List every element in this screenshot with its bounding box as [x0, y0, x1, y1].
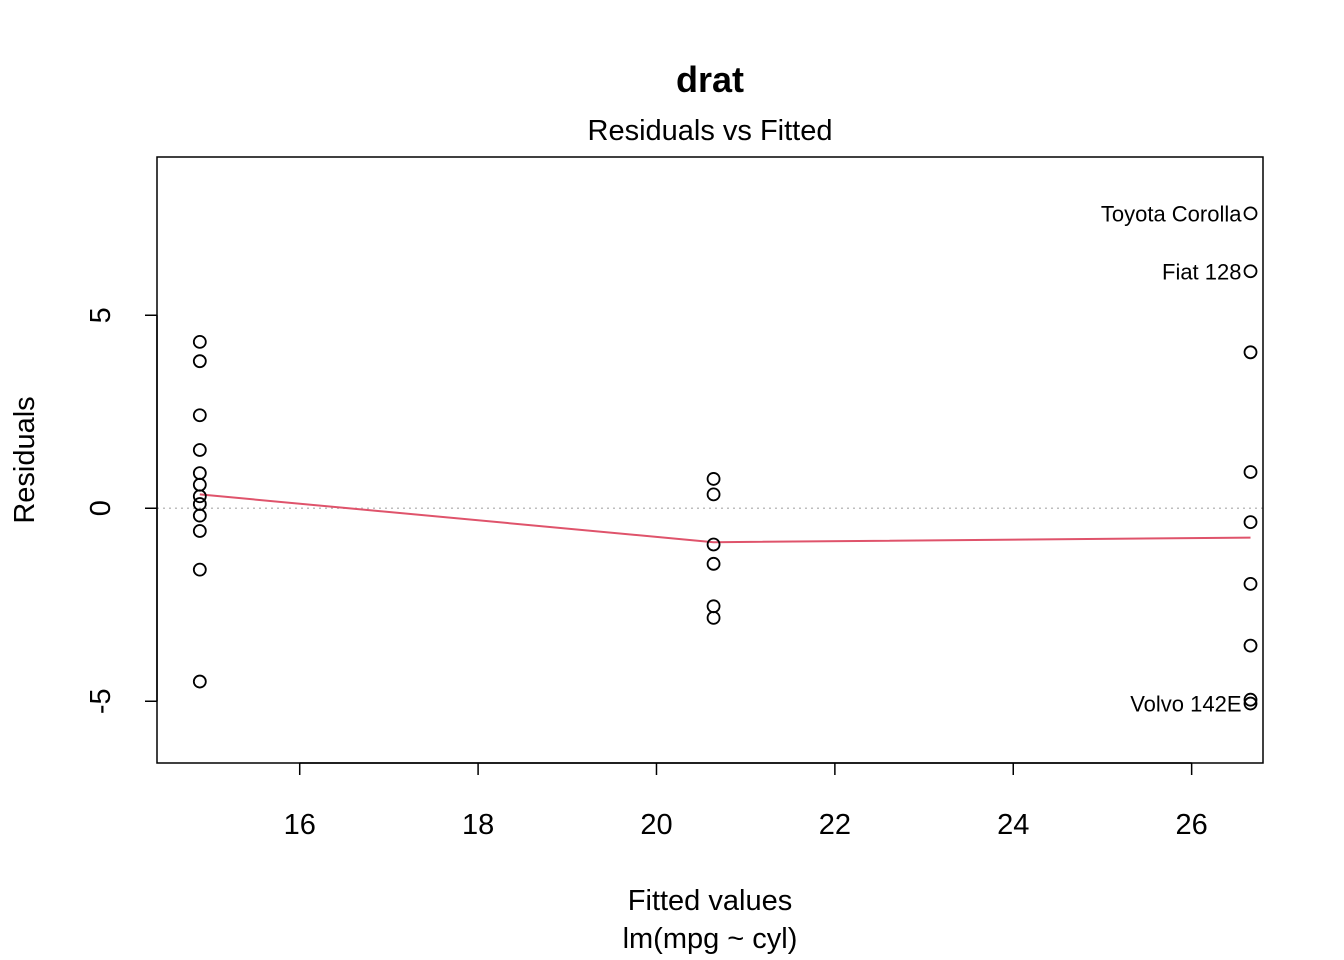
x-tick-label: 22: [819, 809, 851, 841]
data-point: [1243, 515, 1258, 530]
data-point: [1243, 577, 1258, 591]
data-point: [706, 537, 721, 552]
data-point: [192, 674, 207, 689]
plot-area: Toyota Corolla Fiat 128 Volvo 142E: [157, 201, 1263, 717]
data-point: [192, 354, 207, 369]
data-point: [706, 472, 721, 486]
y-axis-label: Residuals: [9, 396, 41, 523]
data-point: [706, 610, 721, 625]
data-point: [1243, 638, 1258, 653]
data-point: [192, 477, 207, 492]
x-tick-label: 26: [1176, 809, 1208, 841]
data-point: [1243, 692, 1258, 707]
y-tick-label: 5: [85, 307, 117, 323]
data-point: [706, 599, 721, 614]
data-point: [192, 508, 207, 523]
point-label: Toyota Corolla: [1101, 201, 1242, 226]
data-point: [706, 556, 721, 571]
y-axis: -5 0 5: [85, 307, 158, 714]
point-label: Volvo 142E: [1130, 692, 1241, 717]
data-point: [192, 443, 207, 457]
data-point: [706, 487, 721, 502]
plot-title: drat: [676, 59, 744, 100]
data-point: [1243, 465, 1258, 479]
x-tick-label: 20: [640, 809, 672, 841]
x-tick-label: 24: [997, 809, 1029, 841]
plot-frame: [156, 156, 1264, 764]
smoother-line: [199, 493, 1251, 544]
data-point: [192, 334, 207, 349]
plot-subtitle: Residuals vs Fitted: [588, 115, 833, 147]
y-tick-label: 0: [85, 500, 117, 516]
data-point: [192, 524, 207, 538]
data-point: [1243, 696, 1258, 711]
x-tick-label: 16: [284, 809, 316, 841]
data-point: [1243, 206, 1258, 221]
data-point: [1243, 264, 1258, 279]
x-axis: 16 18 20 22 24 26: [284, 762, 1208, 841]
x-axis-sublabel: lm(mpg ~ cyl): [623, 923, 798, 955]
x-tick-label: 18: [462, 809, 494, 841]
data-point: [192, 408, 207, 423]
data-point: [192, 489, 207, 504]
data-point: [192, 466, 207, 481]
data-point: [192, 562, 207, 577]
point-label: Fiat 128: [1162, 259, 1242, 284]
data-point: [1243, 345, 1258, 360]
x-axis-label: Fitted values: [628, 885, 792, 917]
y-tick-label: -5: [85, 688, 117, 714]
